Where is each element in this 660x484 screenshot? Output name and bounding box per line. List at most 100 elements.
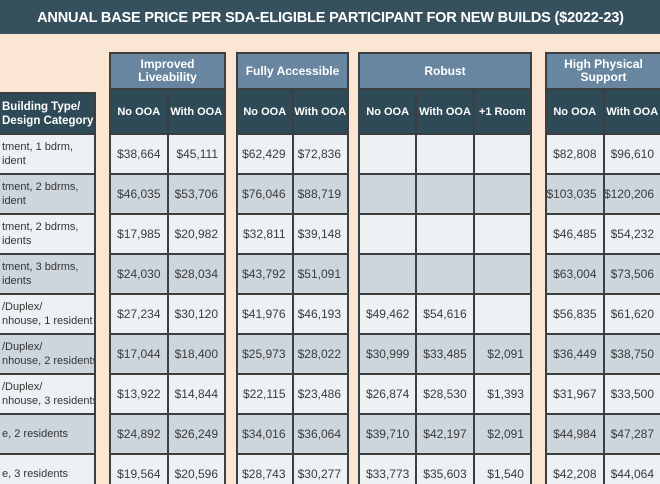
row-label: /Duplex/nhouse, 2 residents (0, 333, 94, 373)
subheader-cell: +1 Room (472, 90, 530, 133)
subheader-cell: With OOA (602, 90, 660, 133)
price-cell: $47,287 (602, 415, 660, 453)
row-label: e, 3 residents (0, 453, 94, 484)
row-label-line: nhouse, 2 residents (2, 355, 94, 367)
price-cell: $120,206 (602, 175, 660, 213)
table-row: $46,035 $53,706 (111, 173, 224, 213)
price-cell: $32,811 (243, 227, 286, 241)
table-row: $33,773 $35,603 $1,540 (360, 453, 530, 484)
price-cell: $44,984 (553, 427, 597, 441)
price-cell (360, 175, 415, 213)
price-cell: $33,485 (415, 335, 472, 373)
row-label-line: tment, 2 bdrms, (2, 181, 79, 193)
price-cell (415, 215, 472, 253)
table-row: $56,835 $61,620 (547, 293, 660, 333)
price-cell: $45,111 (166, 135, 225, 173)
row-label-line: /Duplex/ (2, 381, 43, 393)
price-cell: $44,064 (602, 455, 660, 484)
price-cell: $63,004 (553, 267, 597, 281)
price-cell: $43,792 (242, 267, 286, 281)
table-row: $13,922 $14,844 (111, 373, 224, 413)
price-cell: $61,620 (602, 295, 660, 333)
table-row: $82,808 $96,610 (547, 133, 660, 173)
price-cell: $41,976 (242, 307, 286, 321)
price-cell: $1,393 (472, 375, 530, 413)
price-cell: $42,197 (415, 415, 472, 453)
table-row: $24,030 $28,034 (111, 253, 224, 293)
price-cell: $24,892 (117, 427, 161, 441)
price-cell (472, 255, 530, 293)
subheader-cell: No OOA (553, 105, 597, 118)
price-cell: $20,982 (166, 215, 225, 253)
price-cell: $53,706 (166, 175, 225, 213)
column-group-robust: Robust No OOA With OOA +1 Room $49,462 $54,61… (358, 52, 532, 484)
price-cell (360, 135, 415, 173)
group-subheader-row: No OOA With OOA (238, 88, 347, 133)
price-cell: $28,034 (166, 255, 225, 293)
table-row: $34,016 $36,064 (238, 413, 347, 453)
table-row: $22,115 $23,486 (238, 373, 347, 413)
table-row: $62,429 $72,836 (238, 133, 347, 173)
row-header-column: Building Type/ Design Category tment, 1 … (0, 92, 96, 484)
row-label-line: ident (2, 195, 26, 207)
group-title: Fully Accessible (238, 54, 347, 88)
price-cell: $26,874 (365, 387, 410, 401)
row-label-line: idents (2, 235, 32, 247)
row-label-line: nhouse, 3 residents (2, 395, 94, 407)
price-cell (415, 135, 472, 173)
row-label-line: idents (2, 275, 32, 287)
table-row: $103,035 $120,206 (547, 173, 660, 213)
column-group-improved-liveability: Improved Liveability No OOA With OOA $38,66… (109, 52, 226, 484)
price-cell: $56,835 (553, 307, 597, 321)
price-cell: $38,750 (602, 335, 660, 373)
price-cell: $22,115 (243, 387, 286, 401)
group-title: High Physical Support (547, 54, 660, 88)
table-row: $39,710 $42,197 $2,091 (360, 413, 530, 453)
row-label-line: ident (2, 155, 26, 167)
table-row: $24,892 $26,249 (111, 413, 224, 453)
price-cell: $14,844 (166, 375, 225, 413)
row-header-cell: Building Type/ Design Category (0, 94, 94, 133)
subheader-cell: No OOA (243, 105, 287, 118)
price-cell: $20,596 (166, 455, 225, 484)
price-cell: $62,429 (242, 147, 286, 161)
price-cell: $34,016 (242, 427, 286, 441)
subheader-cell: No OOA (117, 105, 161, 118)
price-cell: $28,743 (242, 467, 286, 481)
price-cell: $54,232 (602, 215, 660, 253)
row-label-line: e, 2 residents (2, 428, 69, 440)
price-cell: $39,148 (291, 215, 348, 253)
price-cell: $39,710 (365, 427, 410, 441)
price-cell: $13,922 (117, 387, 161, 401)
title-bar: ANNUAL BASE PRICE PER SDA-ELIGIBLE PARTI… (0, 0, 660, 34)
price-cell: $26,249 (166, 415, 225, 453)
row-label-line: tment, 2 bdrms, (2, 221, 79, 233)
group-subheader-row: No OOA With OOA (547, 88, 660, 133)
row-label: e, 2 residents (0, 413, 94, 453)
row-label-line: e, 3 residents (2, 468, 69, 480)
table-row: $31,967 $33,500 (547, 373, 660, 413)
price-cell: $96,610 (602, 135, 660, 173)
row-label: /Duplex/nhouse, 3 residents (0, 373, 94, 413)
price-cell: $30,120 (166, 295, 225, 333)
table-title: ANNUAL BASE PRICE PER SDA-ELIGIBLE PARTI… (36, 8, 624, 26)
row-label-line: nhouse, 1 resident (2, 315, 93, 327)
row-label-line: tment, 1 bdrm, (2, 141, 73, 153)
subheader-cell: With OOA (415, 90, 472, 133)
table-row: $26,874 $28,530 $1,393 (360, 373, 530, 413)
row-label: tment, 2 bdrms, idents (0, 213, 94, 253)
row-header-line2: Design Category (2, 114, 94, 127)
price-cell: $72,836 (291, 135, 348, 173)
table-row: $19,564 $20,596 (111, 453, 224, 484)
row-label-line: /Duplex/ (2, 301, 43, 313)
price-cell: $2,091 (472, 415, 530, 453)
price-cell (472, 175, 530, 213)
table-row: $76,046 $88,719 (238, 173, 347, 213)
column-group-fully-accessible: Fully Accessible No OOA With OOA $62,429 $72… (236, 52, 349, 484)
table-row: $30,999 $33,485 $2,091 (360, 333, 530, 373)
price-cell: $36,064 (291, 415, 348, 453)
table-row: $42,208 $44,064 (547, 453, 660, 484)
price-cell: $46,193 (291, 295, 348, 333)
table-row: $43,792 $51,091 (238, 253, 347, 293)
